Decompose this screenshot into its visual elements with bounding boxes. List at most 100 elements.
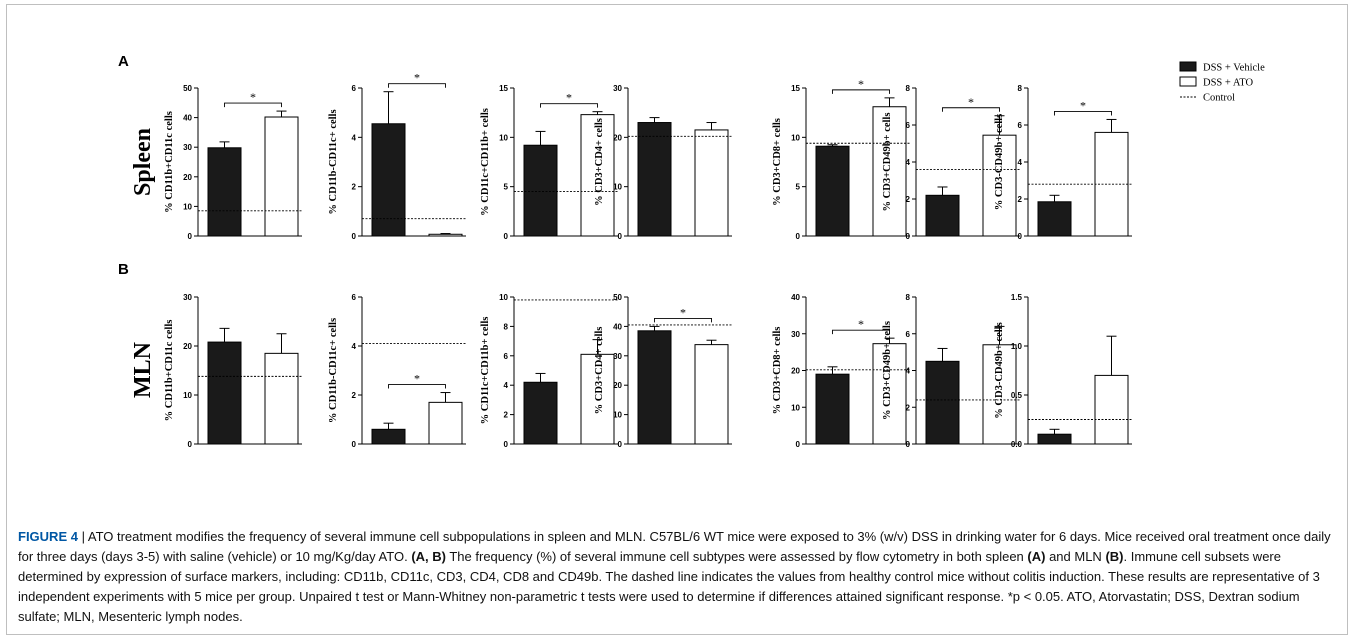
caption-part: (A) bbox=[1027, 549, 1046, 564]
significance-star: * bbox=[414, 71, 420, 85]
y-tick-label: 6 bbox=[352, 84, 357, 93]
significance-star: * bbox=[566, 91, 572, 105]
y-tick-label: 0 bbox=[1018, 232, 1023, 241]
y-axis-label: % CD11b-CD11c+ cells bbox=[328, 318, 339, 423]
significance-bracket bbox=[832, 89, 890, 94]
y-tick-label: 2 bbox=[504, 411, 509, 420]
bar-dss-vehicle bbox=[523, 144, 558, 237]
caption-part: . Immune cell subsets were determined by… bbox=[18, 549, 1320, 624]
y-tick-label: 20 bbox=[791, 367, 800, 376]
y-tick-label: 20 bbox=[183, 173, 192, 182]
y-tick-label: 0 bbox=[352, 440, 357, 449]
panel-letter-a: A bbox=[118, 53, 129, 70]
y-tick-label: 0 bbox=[188, 232, 193, 241]
y-tick-label: 0 bbox=[618, 440, 623, 449]
bar-dss-vehicle bbox=[925, 360, 960, 445]
bar-dss-vehicle bbox=[815, 373, 850, 445]
y-tick-label: 40 bbox=[791, 293, 800, 302]
bar-dss-ato bbox=[872, 106, 907, 237]
y-tick-label: 10 bbox=[183, 391, 192, 400]
bar-dss-ato bbox=[872, 343, 907, 445]
caption-part: and MLN bbox=[1045, 549, 1106, 564]
y-tick-label: 2 bbox=[352, 391, 357, 400]
y-tick-label: 0 bbox=[352, 232, 357, 241]
y-tick-label: 6 bbox=[906, 330, 911, 339]
y-tick-label: 0.5 bbox=[1011, 391, 1023, 400]
y-tick-label: 10 bbox=[183, 202, 192, 211]
significance-star: * bbox=[858, 317, 864, 331]
bar-dss-vehicle bbox=[637, 330, 672, 445]
y-axis-label: % CD3+CD49b+ cells bbox=[882, 113, 893, 212]
bar-dss-vehicle bbox=[207, 341, 242, 445]
y-axis-label: % CD11c+CD11b+ cells bbox=[480, 108, 491, 216]
y-axis-label: % CD3-CD49b+ cells bbox=[994, 322, 1005, 418]
y-tick-label: 6 bbox=[1018, 121, 1023, 130]
figure-frame bbox=[6, 4, 1348, 635]
y-tick-label: 15 bbox=[499, 84, 508, 93]
y-tick-label: 4 bbox=[504, 381, 509, 390]
significance-star: * bbox=[1080, 98, 1086, 112]
y-axis-label: % CD3+CD8+ cells bbox=[772, 327, 783, 415]
caption-part: (A, B) bbox=[411, 549, 446, 564]
bar-dss-ato bbox=[1094, 374, 1129, 445]
y-tick-label: 2 bbox=[906, 195, 911, 204]
bar-dss-ato bbox=[694, 344, 729, 445]
significance-bracket bbox=[224, 102, 282, 108]
y-tick-label: 10 bbox=[499, 133, 508, 142]
bar-dss-vehicle bbox=[371, 123, 406, 237]
bar-dss-vehicle bbox=[371, 428, 406, 445]
y-tick-label: 20 bbox=[613, 381, 622, 390]
bar-dss-vehicle bbox=[523, 381, 558, 445]
significance-bracket bbox=[1054, 111, 1112, 116]
y-tick-label: 0.0 bbox=[1011, 440, 1023, 449]
y-tick-label: 30 bbox=[791, 330, 800, 339]
caption-body: ATO treatment modifies the frequency of … bbox=[18, 529, 1331, 624]
legend-label: DSS + Vehicle bbox=[1203, 63, 1265, 74]
significance-star: * bbox=[250, 90, 256, 104]
y-tick-label: 50 bbox=[183, 84, 192, 93]
bar-dss-ato bbox=[580, 114, 615, 237]
legend-swatch-dss-vehicle bbox=[1179, 61, 1197, 72]
y-tick-label: 5 bbox=[504, 183, 509, 192]
caption-part: ATO treatment modifies the frequency of … bbox=[18, 529, 1331, 564]
y-tick-label: 30 bbox=[183, 293, 192, 302]
y-axis-label: % CD3-CD49b+ cells bbox=[994, 114, 1005, 210]
caption-part: The frequency (%) of several immune cell… bbox=[445, 549, 1028, 564]
y-axis-label: % CD11c+CD11b+ cells bbox=[480, 317, 491, 425]
y-tick-label: 0 bbox=[906, 232, 911, 241]
y-tick-label: 2 bbox=[906, 403, 911, 412]
significance-bracket bbox=[942, 107, 1000, 112]
bar-dss-vehicle bbox=[815, 145, 850, 237]
bar-dss-ato bbox=[694, 129, 729, 237]
y-tick-label: 0 bbox=[796, 440, 801, 449]
significance-star: * bbox=[414, 372, 420, 386]
y-tick-label: 1.0 bbox=[1011, 342, 1023, 351]
y-tick-label: 6 bbox=[504, 352, 509, 361]
y-tick-label: 4 bbox=[352, 133, 357, 142]
bar-dss-ato bbox=[428, 401, 463, 445]
significance-bracket bbox=[388, 384, 446, 389]
y-tick-label: 10 bbox=[791, 403, 800, 412]
y-tick-label: 4 bbox=[906, 158, 911, 167]
bar-dss-vehicle bbox=[1037, 201, 1072, 237]
y-axis-label: % CD3+CD8+ cells bbox=[772, 118, 783, 206]
y-tick-label: 30 bbox=[613, 84, 622, 93]
y-tick-label: 40 bbox=[183, 114, 192, 123]
legend-label: DSS + ATO bbox=[1203, 78, 1253, 89]
significance-star: * bbox=[968, 95, 974, 109]
y-tick-label: 4 bbox=[1018, 158, 1023, 167]
y-axis-label: % CD11b+CD11c cells bbox=[164, 111, 175, 213]
bar-dss-vehicle bbox=[207, 147, 242, 237]
bar-dss-vehicle bbox=[925, 194, 960, 237]
y-tick-label: 6 bbox=[352, 293, 357, 302]
bar-dss-vehicle bbox=[637, 122, 672, 237]
y-tick-label: 30 bbox=[183, 143, 192, 152]
row-label-spleen: Spleen bbox=[130, 128, 156, 196]
y-axis-label: % CD3+CD49b+ cells bbox=[882, 321, 893, 420]
panel-letter-b: B bbox=[118, 261, 129, 278]
y-tick-label: 10 bbox=[613, 411, 622, 420]
y-tick-label: 6 bbox=[906, 121, 911, 130]
y-tick-label: 40 bbox=[613, 322, 622, 331]
significance-bracket bbox=[832, 329, 890, 335]
